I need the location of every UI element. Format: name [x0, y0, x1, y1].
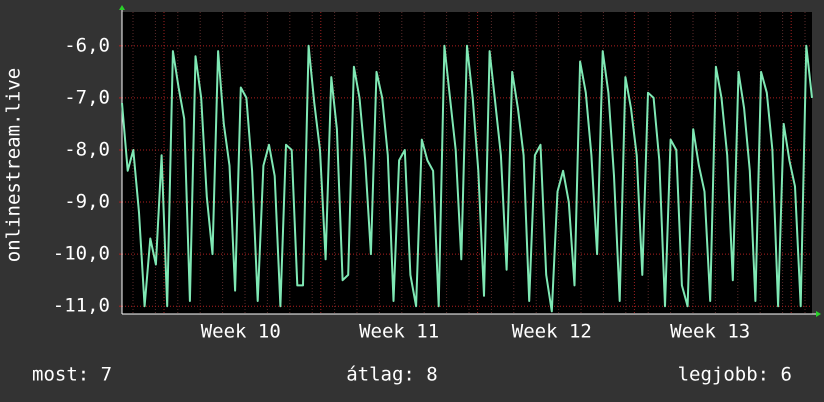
- footer-best: legjobb: 6: [678, 364, 792, 386]
- y-axis-label: onlinestream.live: [3, 68, 25, 262]
- y-tick-label: -7,0: [64, 86, 110, 108]
- x-tick-label: Week 13: [670, 321, 750, 343]
- x-axis-arrow: [816, 311, 821, 317]
- x-tick-label: Week 10: [201, 321, 281, 343]
- y-tick-label: -11,0: [53, 295, 110, 317]
- y-tick-label: -8,0: [64, 138, 110, 160]
- data-line: [121, 44, 813, 313]
- footer-current: most: 7: [32, 364, 112, 386]
- x-tick-label: Week 12: [512, 321, 592, 343]
- y-tick-label: -6,0: [64, 34, 110, 56]
- y-axis-arrow: [119, 5, 125, 10]
- x-tick-label: Week 11: [359, 321, 439, 343]
- footer-average: átlag: 8: [346, 364, 438, 386]
- y-tick-label: -10,0: [53, 243, 110, 265]
- y-tick-label: -9,0: [64, 191, 110, 213]
